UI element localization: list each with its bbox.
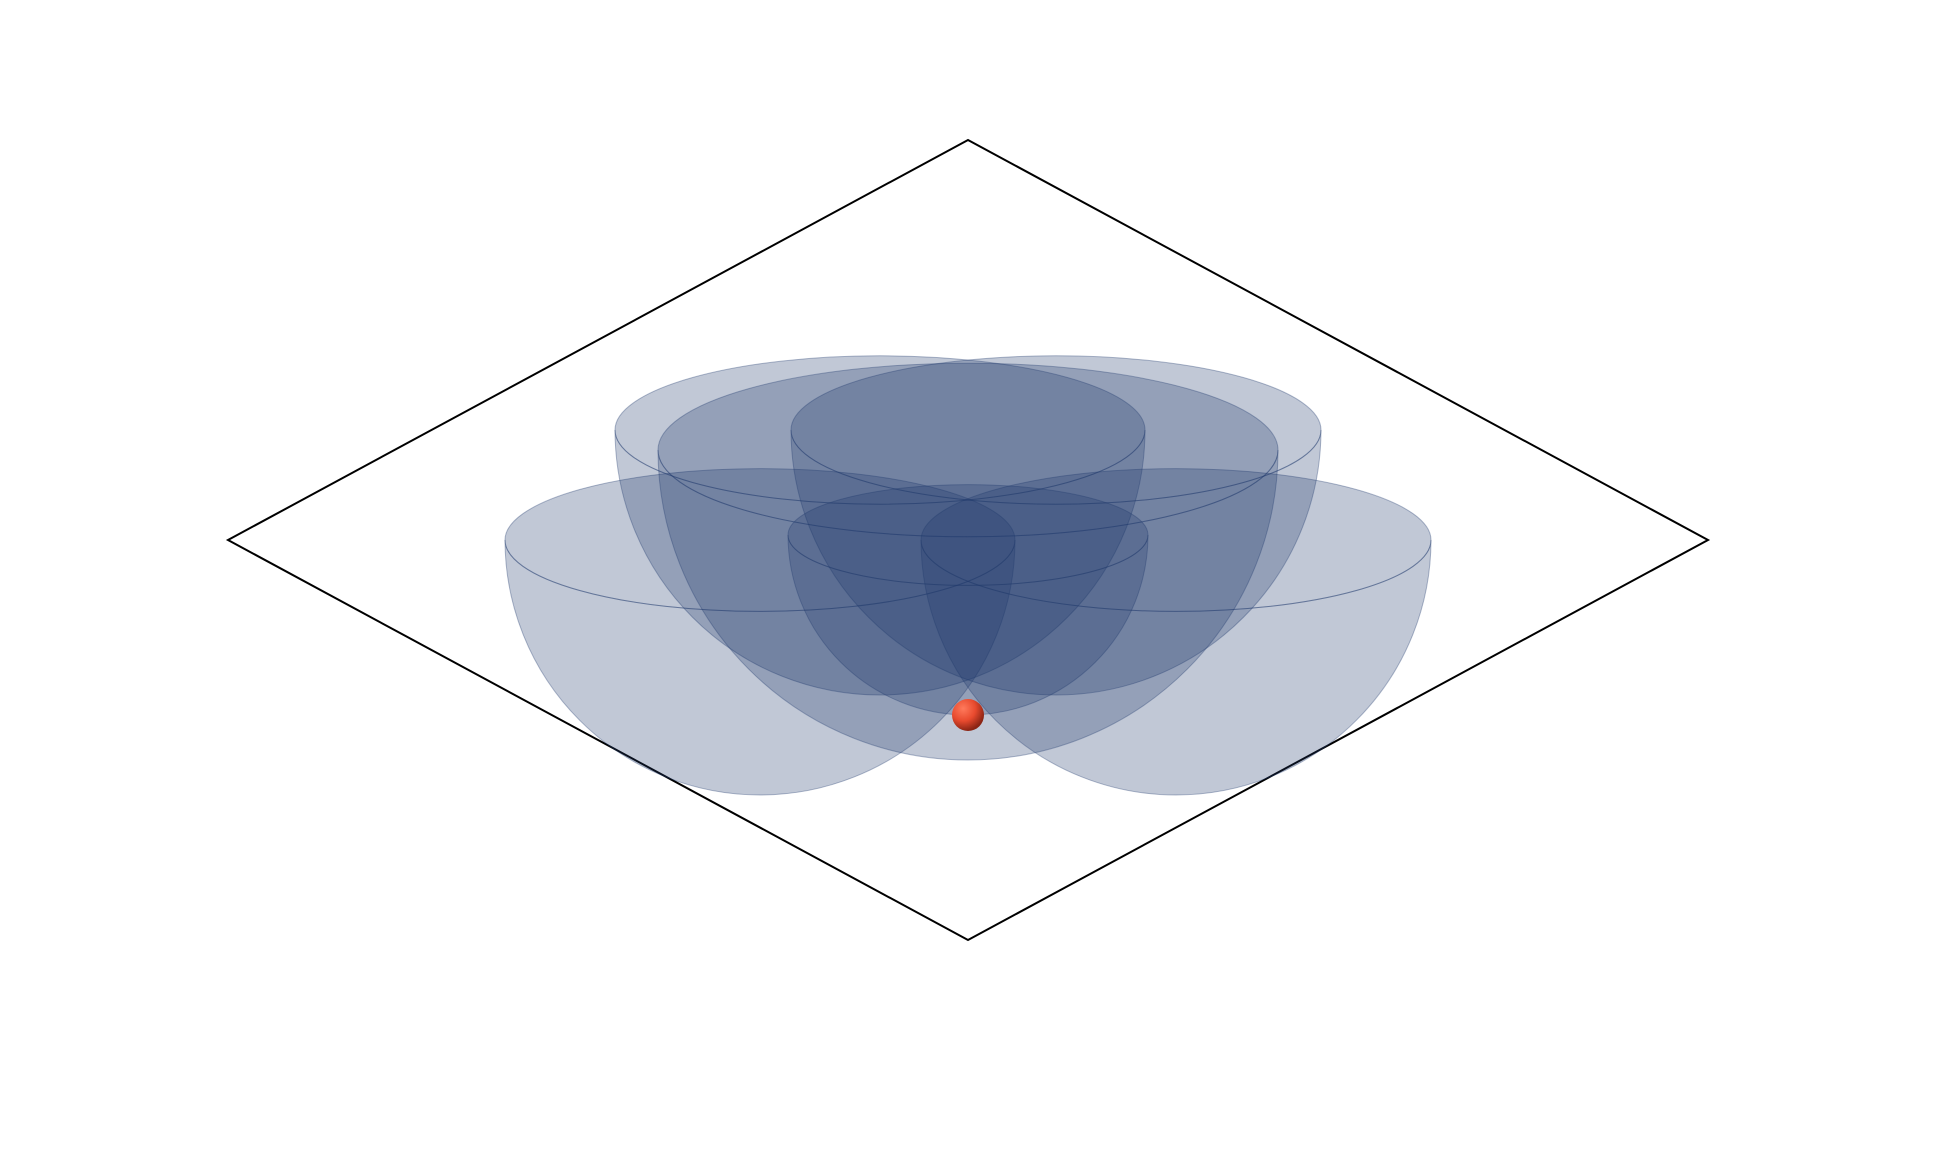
focal-point-marker [952,699,984,731]
diagram-canvas [0,0,1936,1158]
hemisphere-rim [658,363,1278,537]
